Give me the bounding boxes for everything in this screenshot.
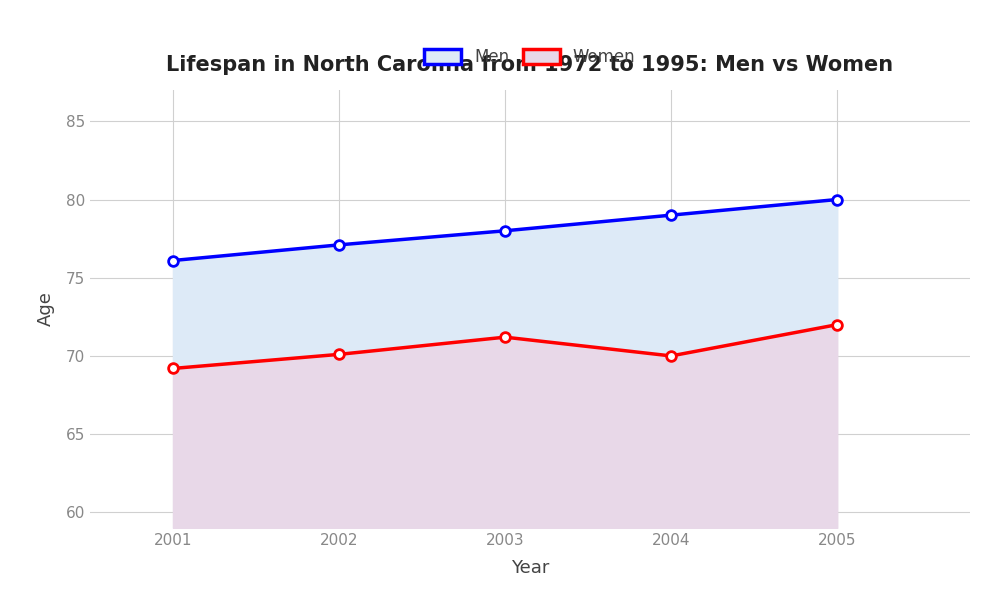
X-axis label: Year: Year [511, 559, 549, 577]
Legend: Men, Women: Men, Women [418, 41, 642, 73]
Y-axis label: Age: Age [37, 292, 55, 326]
Title: Lifespan in North Carolina from 1972 to 1995: Men vs Women: Lifespan in North Carolina from 1972 to … [166, 55, 894, 74]
